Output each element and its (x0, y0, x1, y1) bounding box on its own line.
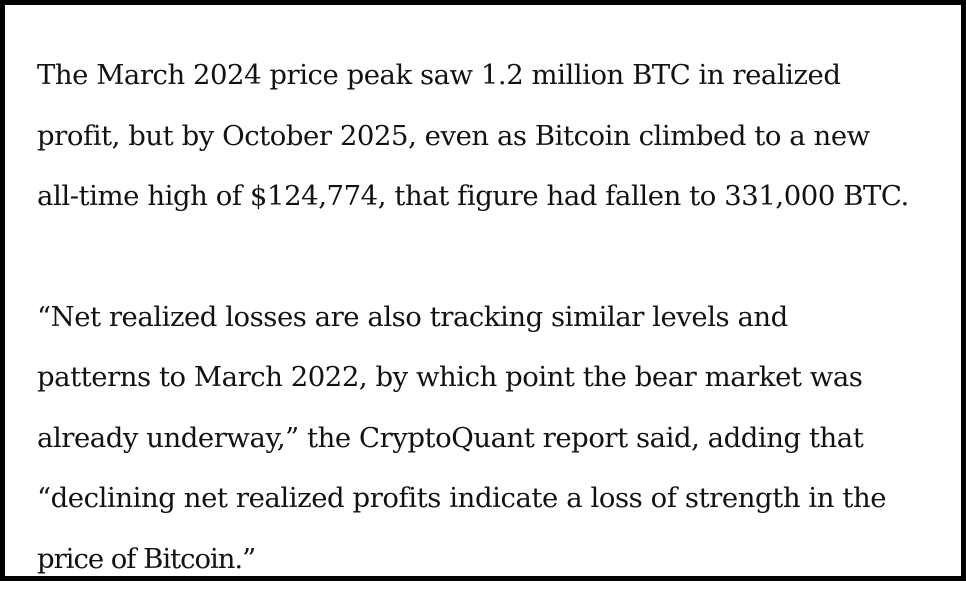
text-line: patterns to March 2022, by which point t… (37, 347, 957, 408)
text-line: “declining net realized profits indicate… (37, 468, 957, 529)
text-line: price of Bitcoin.” (37, 529, 957, 589)
text-line: all-time high of $124,774, that figure h… (37, 166, 957, 227)
text-line: The March 2024 price peak saw 1.2 millio… (37, 45, 957, 106)
article-body: The March 2024 price peak saw 1.2 millio… (37, 45, 957, 589)
text-line: already underway,” the CryptoQuant repor… (37, 408, 957, 469)
text-line: “Net realized losses are also tracking s… (37, 287, 957, 348)
text-line: profit, but by October 2025, even as Bit… (37, 106, 957, 167)
paragraph-realized-profit: The March 2024 price peak saw 1.2 millio… (37, 45, 957, 227)
paragraph-quote: “Net realized losses are also tracking s… (37, 287, 957, 589)
